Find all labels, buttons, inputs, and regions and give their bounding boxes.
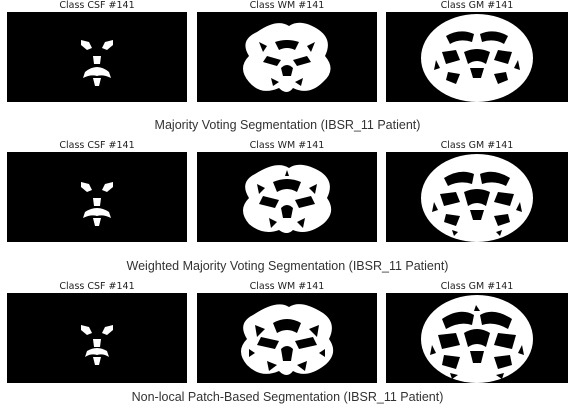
panel-title: Class CSF #141 <box>59 0 135 11</box>
panel-title: Class CSF #141 <box>59 140 135 151</box>
row-caption: Weighted Majority Voting Segmentation (I… <box>126 259 449 273</box>
panel-title: Class WM #141 <box>249 281 325 292</box>
panel-wm: Class WM #141 <box>197 281 377 383</box>
panel-csf: Class CSF #141 <box>7 140 187 242</box>
row-caption: Non-local Patch-Based Segmentation (IBSR… <box>131 390 444 404</box>
panel-wm: Class WM #141 <box>197 0 377 102</box>
gm-mask-image <box>386 12 568 102</box>
panel-gm: Class GM #141 <box>386 0 568 102</box>
segmentation-row-weighted-majority-voting: Class CSF #141 Class WM #141 <box>0 140 575 276</box>
csf-mask-image <box>7 12 187 102</box>
panel-csf: Class CSF #141 <box>7 0 187 102</box>
wm-mask-image <box>197 12 377 102</box>
panel-title: Class GM #141 <box>440 140 514 151</box>
panel-gm: Class GM #141 <box>386 140 568 242</box>
gm-mask-image <box>386 152 568 242</box>
panel-csf: Class CSF #141 <box>7 281 187 383</box>
segmentation-row-majority-voting: Class CSF #141 Class WM #141 <box>0 0 575 136</box>
panel-title: Class GM #141 <box>440 0 514 11</box>
wm-mask-image <box>197 152 377 242</box>
row-caption: Majority Voting Segmentation (IBSR_11 Pa… <box>154 118 421 132</box>
segmentation-row-non-local-patch-based: Class CSF #141 Class WM #141 <box>0 281 575 408</box>
panel-wm: Class WM #141 <box>197 140 377 242</box>
panel-title: Class CSF #141 <box>59 281 135 292</box>
panel-title: Class WM #141 <box>249 0 325 11</box>
gm-mask-image <box>386 293 568 383</box>
csf-mask-image <box>7 293 187 383</box>
wm-mask-image <box>197 293 377 383</box>
panel-gm: Class GM #141 <box>386 281 568 383</box>
csf-mask-image <box>7 152 187 242</box>
panel-title: Class WM #141 <box>249 140 325 151</box>
panel-title: Class GM #141 <box>440 281 514 292</box>
